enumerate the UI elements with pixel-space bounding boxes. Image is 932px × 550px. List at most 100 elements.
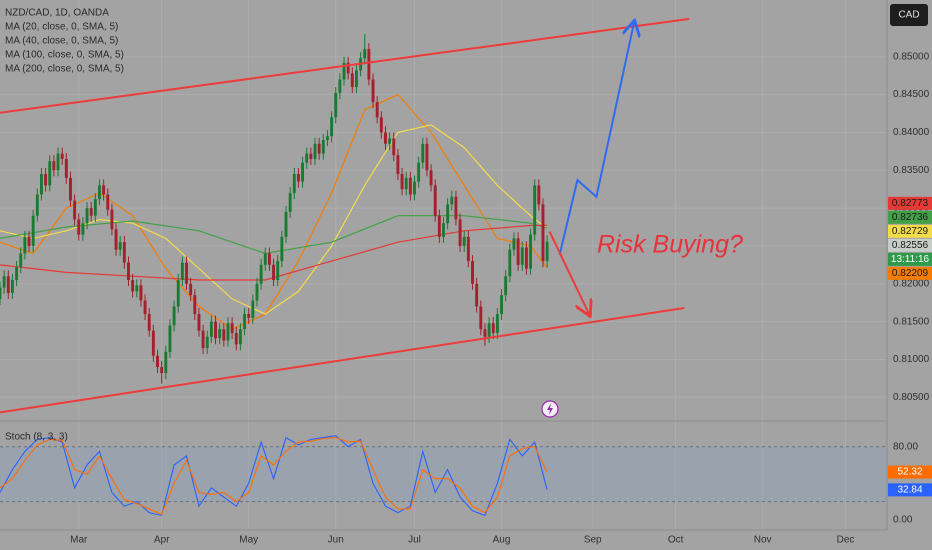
candle-body: [0, 287, 2, 299]
x-tick-label: Oct: [668, 535, 684, 546]
candle-body: [52, 161, 56, 171]
currency-button[interactable]: CAD: [890, 4, 928, 26]
currency-box[interactable]: [890, 4, 928, 26]
candle-body: [495, 314, 499, 333]
candle-body: [135, 285, 139, 292]
candle-body: [388, 138, 392, 144]
candle-body: [39, 174, 43, 195]
legend-entry: MA (200, close, 0, SMA, 5): [5, 64, 124, 75]
candle-body: [425, 143, 429, 171]
legend-entry: MA (40, close, 0, SMA, 5): [5, 36, 118, 47]
candle-body: [346, 62, 350, 74]
y-tick-label: 0.84500: [893, 89, 930, 100]
candle-body: [98, 185, 101, 200]
candle-body: [330, 117, 334, 137]
price-tag-label: 0.82736: [892, 212, 929, 223]
price-tag-label: 0.82729: [892, 226, 929, 237]
candle-body: [350, 73, 354, 88]
candle-body: [89, 208, 93, 216]
candle-body: [185, 262, 188, 284]
candle-body: [334, 93, 338, 118]
candle-body: [471, 261, 474, 284]
candle-body: [85, 208, 89, 224]
plot-area: Risk Buying?: [0, 17, 887, 517]
candle-body: [114, 229, 118, 250]
x-tick-label: Dec: [837, 535, 855, 546]
candle-body: [164, 351, 168, 374]
candle-body: [193, 295, 197, 315]
candle-body: [305, 153, 309, 163]
candle-body: [296, 174, 300, 182]
candle-body: [127, 262, 130, 280]
y-tick-label: 0.80500: [893, 392, 930, 403]
legend: NZD/CAD, 1D, OANDA MA (20, close, 0, SMA…: [5, 8, 124, 75]
price-tag: [888, 210, 932, 224]
candle-body: [197, 314, 201, 331]
alert-icon[interactable]: [541, 400, 559, 418]
candle-body: [433, 185, 437, 216]
y-tick-label: 80.00: [893, 441, 918, 452]
alert-bolt[interactable]: [547, 403, 553, 415]
candle-body: [545, 241, 549, 262]
candle-body: [309, 153, 313, 159]
candle-body: [238, 329, 242, 345]
candle-body: [396, 155, 400, 175]
candle-body: [48, 161, 52, 186]
x-tick-label: Jul: [408, 535, 421, 546]
x-tick-label: May: [239, 535, 258, 546]
candle-body: [6, 276, 10, 293]
candle-body: [151, 330, 155, 356]
candle-body: [180, 262, 184, 280]
currency-label[interactable]: CAD: [898, 10, 919, 21]
candle-body: [516, 238, 520, 265]
candle-body: [301, 162, 305, 182]
price-tag: [888, 196, 932, 210]
candle-body: [400, 174, 404, 190]
symbol-title: NZD/CAD, 1D, OANDA: [5, 8, 109, 19]
candle-body: [417, 162, 421, 182]
trend-line: [0, 17, 690, 114]
y-tick-label: 0.82000: [893, 278, 930, 289]
candle-body: [292, 174, 296, 193]
candle-body: [93, 199, 97, 216]
candle-body: [176, 280, 180, 307]
oscillator-tag: [888, 483, 932, 497]
candle-body: [81, 223, 85, 235]
candle-body: [483, 329, 487, 337]
candle-body: [106, 194, 110, 210]
candle-body: [529, 234, 532, 269]
x-tick-label: Aug: [493, 535, 511, 546]
candle-body: [255, 283, 259, 301]
candle-body: [367, 49, 371, 80]
candle-body: [541, 204, 545, 262]
candle-body: [284, 211, 288, 237]
oscillator-title: Stoch (8, 3, 3): [5, 432, 68, 443]
candle-body: [10, 280, 14, 293]
candle-body: [263, 253, 267, 265]
candle-body: [251, 300, 255, 318]
oscillator-line: [0, 437, 548, 516]
candle-body: [325, 136, 329, 140]
arrow: [548, 231, 590, 315]
candle-body: [392, 138, 396, 156]
candle-body: [408, 177, 412, 195]
x-tick-label: Sep: [584, 535, 602, 546]
candle-body: [243, 314, 246, 330]
candle-body: [218, 329, 222, 339]
price-tag-label: 0.82556: [892, 240, 929, 251]
price-tag-label: 13:11:16: [891, 254, 930, 265]
candle-body: [247, 314, 251, 318]
candle-body: [118, 242, 122, 250]
candle-body: [520, 247, 524, 265]
arrow: [558, 22, 635, 256]
price-tag-label: 0.82209: [892, 268, 929, 279]
candle-body: [110, 209, 114, 230]
candle-body: [226, 323, 230, 341]
candle-body: [160, 367, 164, 374]
candle-body: [122, 242, 126, 263]
candle-body: [60, 153, 64, 159]
candle-body: [462, 236, 466, 246]
candle-body: [15, 267, 19, 280]
candle-body: [168, 325, 172, 352]
